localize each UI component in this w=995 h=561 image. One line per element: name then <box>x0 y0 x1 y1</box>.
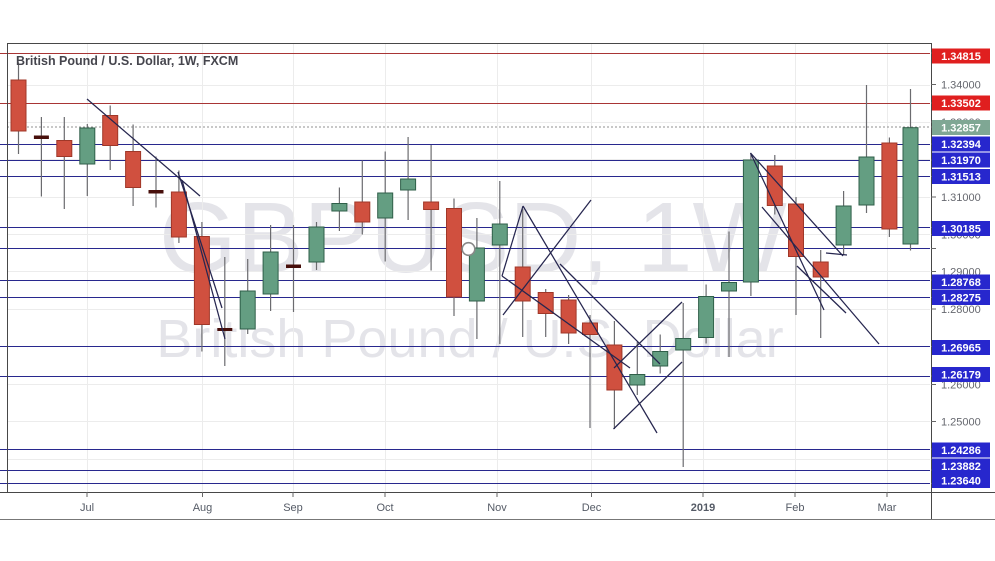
svg-text:1.24286: 1.24286 <box>941 445 981 457</box>
svg-text:Dec: Dec <box>582 502 602 514</box>
svg-text:1.26000: 1.26000 <box>941 380 981 392</box>
svg-text:1.31513: 1.31513 <box>941 172 981 184</box>
svg-text:1.31000: 1.31000 <box>941 192 981 204</box>
svg-text:1.28000: 1.28000 <box>941 304 981 316</box>
svg-text:1.23882: 1.23882 <box>941 461 981 473</box>
svg-text:1.30185: 1.30185 <box>941 224 981 236</box>
svg-text:1.34815: 1.34815 <box>941 51 981 63</box>
svg-text:1.25000: 1.25000 <box>941 417 981 429</box>
svg-text:1.28768: 1.28768 <box>941 277 981 289</box>
svg-text:Aug: Aug <box>193 502 213 514</box>
svg-text:Feb: Feb <box>786 502 805 514</box>
svg-text:1.34000: 1.34000 <box>941 80 981 92</box>
svg-text:1.32394: 1.32394 <box>941 139 982 151</box>
svg-text:1.26965: 1.26965 <box>941 343 981 355</box>
svg-text:1.26179: 1.26179 <box>941 370 981 382</box>
svg-text:2019: 2019 <box>691 502 715 514</box>
svg-text:British Pound / U.S. Dollar, 1: British Pound / U.S. Dollar, 1W, FXCM <box>16 54 238 68</box>
svg-text:Mar: Mar <box>878 502 897 514</box>
svg-text:1.32857: 1.32857 <box>941 123 981 135</box>
svg-text:1.33502: 1.33502 <box>941 98 981 110</box>
svg-text:Jul: Jul <box>80 502 94 514</box>
svg-text:Nov: Nov <box>487 502 507 514</box>
svg-text:1.23640: 1.23640 <box>941 476 981 488</box>
svg-text:1.31970: 1.31970 <box>941 155 981 167</box>
svg-text:Sep: Sep <box>283 502 303 514</box>
svg-text:Oct: Oct <box>376 502 393 514</box>
svg-text:1.28275: 1.28275 <box>941 293 981 305</box>
